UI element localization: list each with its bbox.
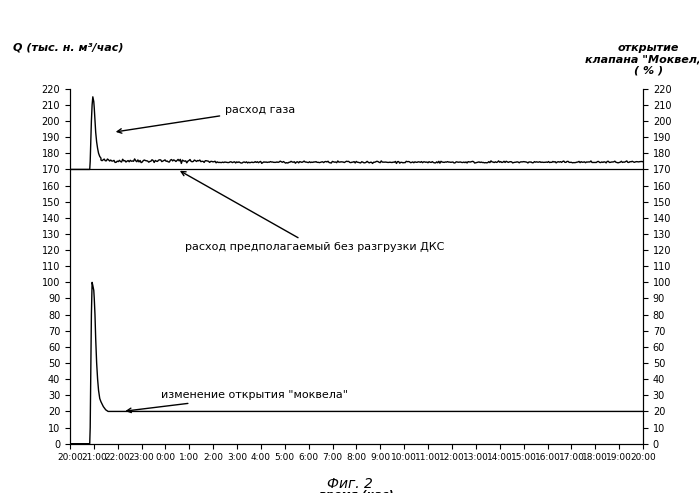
- Text: открытие
клапана "Моквелд"
( % ): открытие клапана "Моквелд" ( % ): [585, 42, 699, 76]
- Text: Q (тыс. н. м³/час): Q (тыс. н. м³/час): [13, 42, 123, 53]
- Text: расход газа: расход газа: [117, 105, 296, 133]
- Text: изменение открытия "моквела": изменение открытия "моквела": [127, 390, 347, 413]
- Text: Фиг. 2: Фиг. 2: [326, 477, 373, 491]
- Text: время (час): время (час): [319, 490, 394, 493]
- Text: расход предполагаемый без разгрузки ДКС: расход предполагаемый без разгрузки ДКС: [181, 172, 444, 252]
